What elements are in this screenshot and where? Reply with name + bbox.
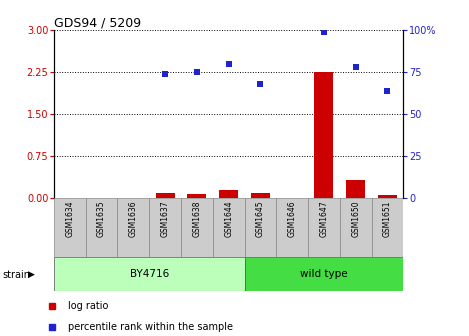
Bar [213,198,244,257]
Bar [276,198,308,257]
Bar [219,191,238,198]
Text: GSM1634: GSM1634 [65,201,74,237]
Text: ▶: ▶ [29,270,35,279]
Text: log ratio: log ratio [68,301,108,311]
Point [225,61,232,67]
Point [352,65,359,70]
Bar [378,195,397,198]
Text: BY4716: BY4716 [129,269,169,279]
Bar [244,257,403,291]
Text: GDS94 / 5209: GDS94 / 5209 [54,16,141,29]
Text: GSM1644: GSM1644 [224,201,233,237]
Bar [156,193,174,198]
Bar [314,72,333,198]
Bar [340,198,371,257]
Text: GSM1637: GSM1637 [160,201,170,237]
Text: strain: strain [2,269,30,280]
Text: GSM1647: GSM1647 [319,201,328,237]
Bar [346,180,365,198]
Bar [86,198,117,257]
Text: GSM1636: GSM1636 [129,201,138,237]
Text: wild type: wild type [300,269,348,279]
Text: GSM1650: GSM1650 [351,201,360,237]
Bar [149,198,181,257]
Bar [54,198,86,257]
Bar [308,198,340,257]
Point [161,71,169,77]
Text: percentile rank within the sample: percentile rank within the sample [68,322,233,332]
Bar [54,257,244,291]
Point [193,70,201,75]
Bar [187,194,206,198]
Bar [244,198,276,257]
Text: GSM1646: GSM1646 [287,201,297,237]
Text: GSM1638: GSM1638 [192,201,201,237]
Bar [117,198,149,257]
Point [320,29,328,35]
Bar [371,198,403,257]
Bar [251,193,270,198]
Bar [181,198,213,257]
Text: GSM1645: GSM1645 [256,201,265,237]
Text: GSM1651: GSM1651 [383,201,392,237]
Point [257,81,264,87]
Text: GSM1635: GSM1635 [97,201,106,237]
Point [384,88,391,93]
